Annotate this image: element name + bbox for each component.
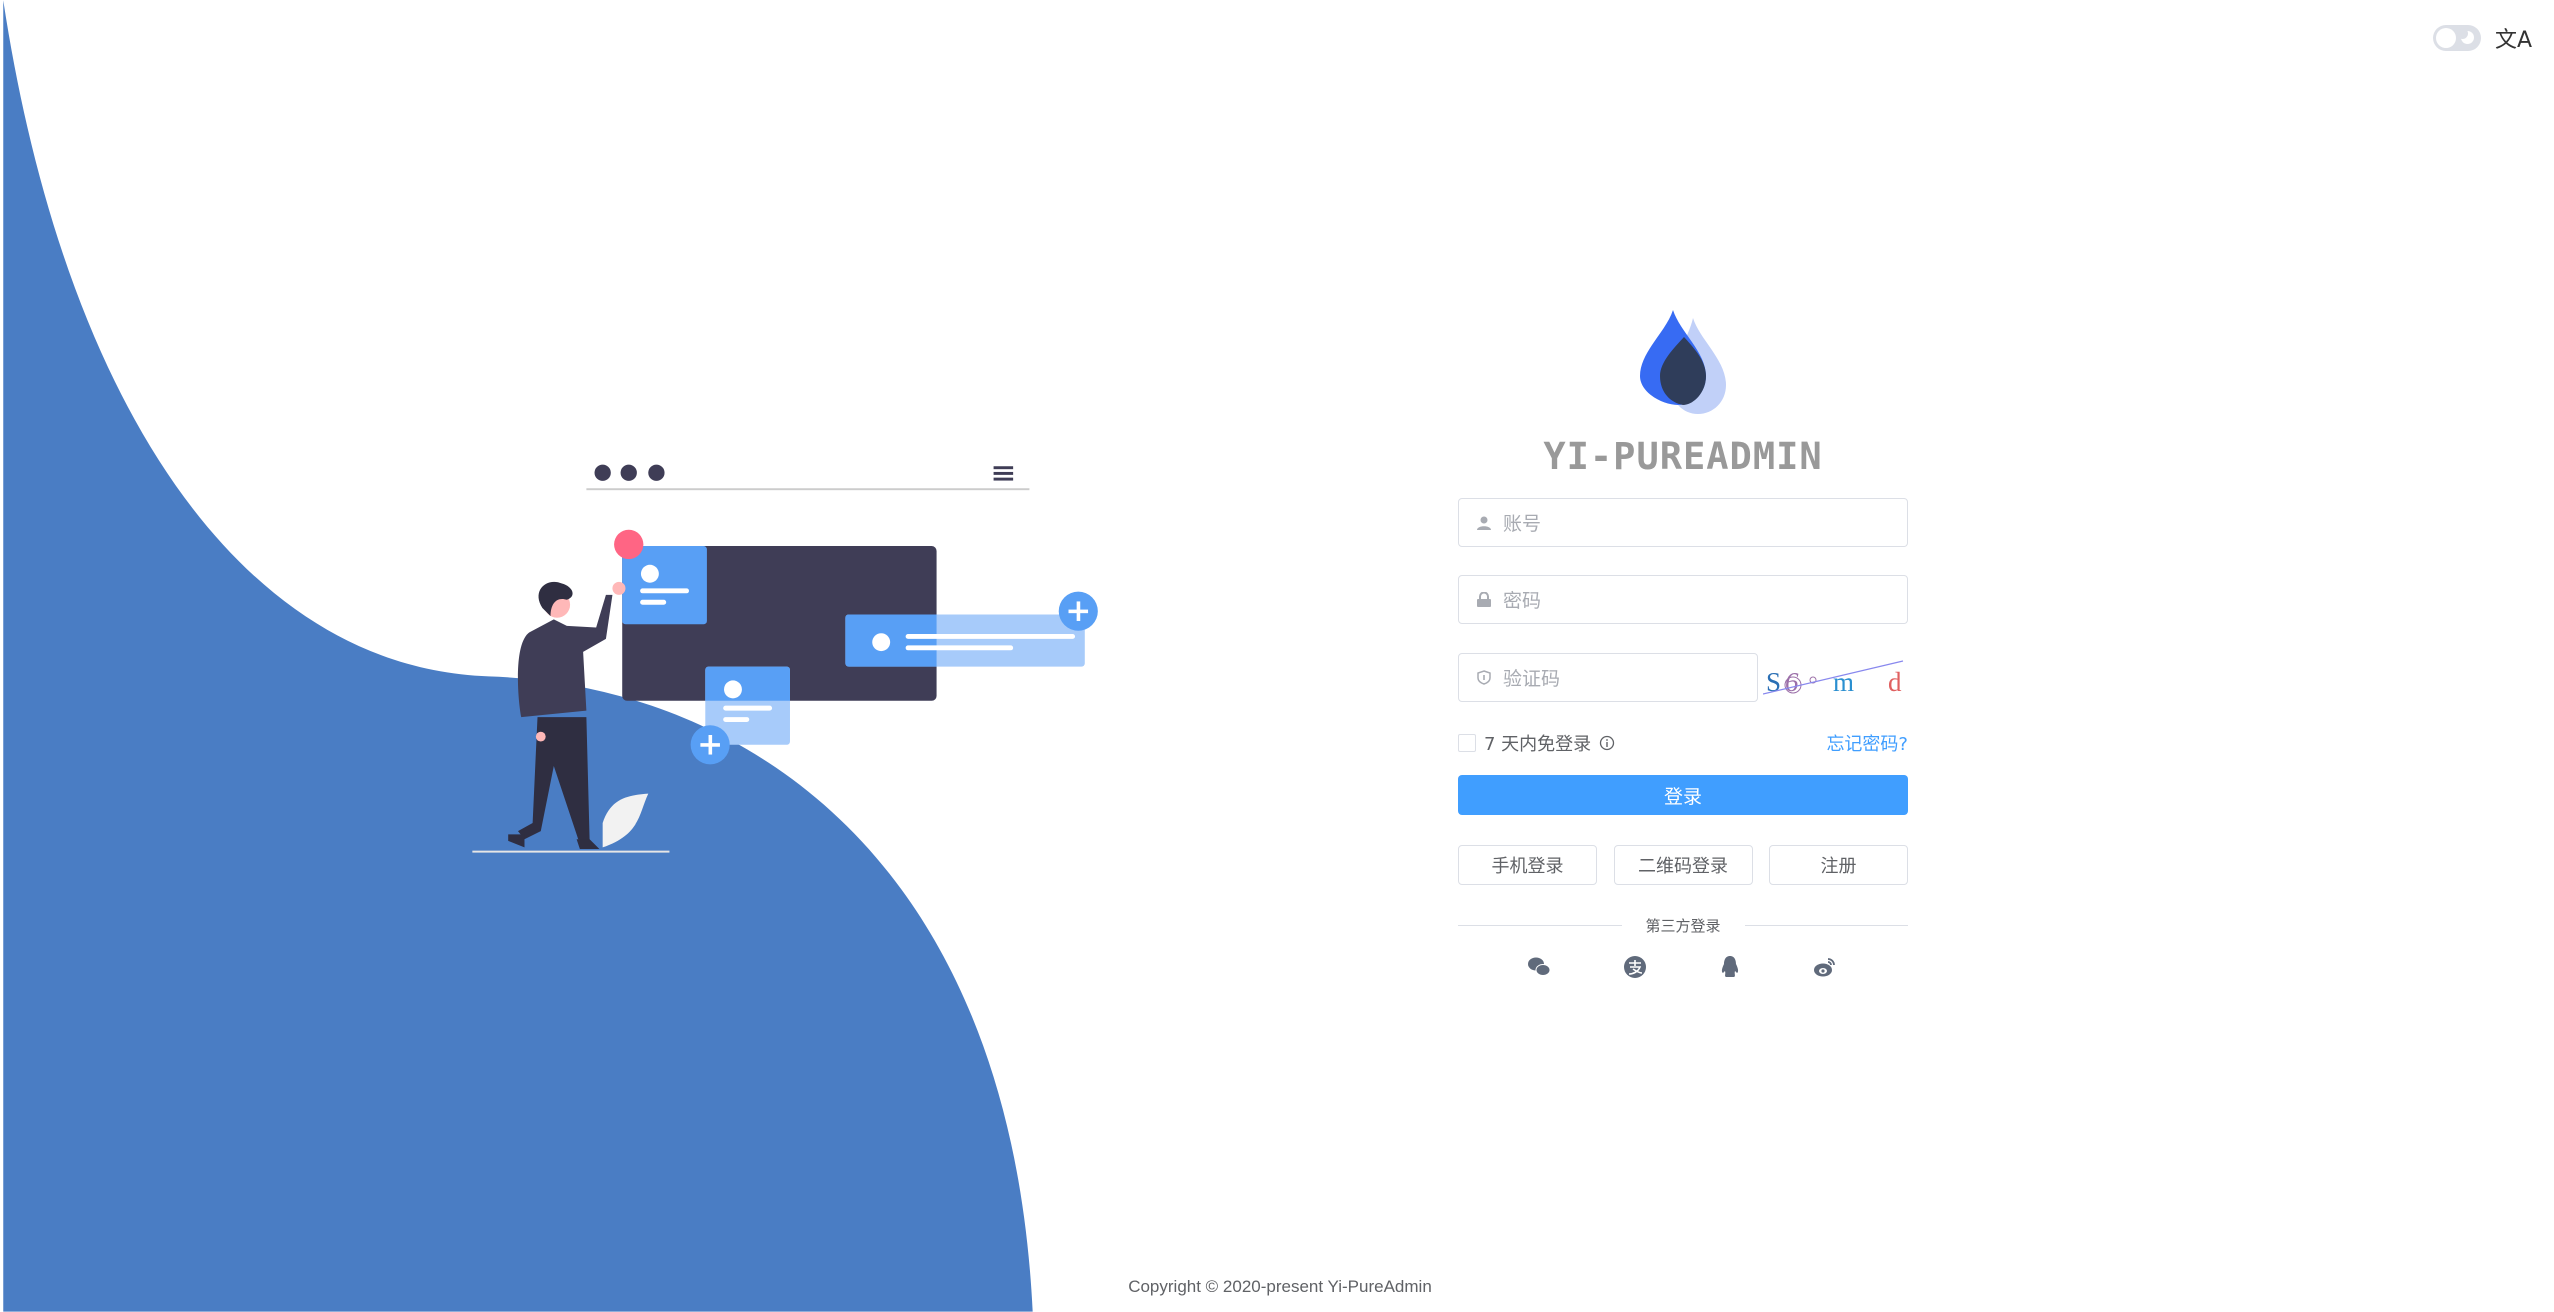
svg-text:d: d xyxy=(1888,667,1902,697)
remember-checkbox[interactable]: 7 天内免登录 xyxy=(1458,730,1615,756)
weibo-icon[interactable] xyxy=(1813,955,1837,979)
third-party-label: 第三方登录 xyxy=(1645,917,1721,935)
username-placeholder: 账号 xyxy=(1503,513,1542,535)
logo-icon xyxy=(1640,310,1726,414)
svg-text:S: S xyxy=(1766,667,1781,697)
remember-label: 7 天内免登录 xyxy=(1484,734,1592,755)
browser-window-illustration xyxy=(586,464,1098,765)
footer: Copyright © 2020-present Yi-PureAdmin xyxy=(1120,1277,1440,1297)
options-row: 7 天内免登录 忘记密码? xyxy=(1458,730,1908,756)
top-toolbar: 文A xyxy=(2432,22,2532,54)
shield-icon xyxy=(1477,670,1491,685)
app-title: YI-PUREADMIN xyxy=(1543,435,1823,478)
svg-text:m: m xyxy=(1833,667,1854,697)
captcha-placeholder: 验证码 xyxy=(1503,668,1561,690)
svg-text:6: 6 xyxy=(1785,667,1799,697)
copyright-text: Copyright © 2020-present Yi-PureAdmin xyxy=(1128,1277,1432,1296)
lock-icon xyxy=(1477,592,1491,607)
password-placeholder: 密码 xyxy=(1503,590,1542,612)
captcha-input[interactable]: 验证码 xyxy=(1458,653,1758,702)
toggle-knob xyxy=(2435,28,2456,48)
moon-icon xyxy=(2456,28,2474,44)
alipay-icon[interactable] xyxy=(1623,955,1647,979)
password-input[interactable]: 密码 xyxy=(1458,575,1908,624)
translate-icon[interactable]: 文A xyxy=(2494,28,2532,53)
checkbox-box[interactable] xyxy=(1458,734,1476,752)
wechat-icon[interactable] xyxy=(1527,955,1551,979)
phone-login-button[interactable]: 手机登录 xyxy=(1458,845,1597,885)
qq-icon[interactable] xyxy=(1718,955,1742,979)
register-button[interactable]: 注册 xyxy=(1769,845,1908,885)
forgot-password-link[interactable]: 忘记密码? xyxy=(1826,734,1908,755)
info-icon[interactable] xyxy=(1599,735,1615,751)
captcha-image[interactable]: S 6 m d xyxy=(1763,653,1908,702)
login-button[interactable]: 登录 xyxy=(1458,775,1908,815)
background-wave xyxy=(3,0,1033,1312)
third-party-divider: 第三方登录 xyxy=(1458,915,1909,936)
qrcode-login-button[interactable]: 二维码登录 xyxy=(1613,845,1753,885)
alt-login-buttons: 手机登录 二维码登录 注册 xyxy=(1458,845,1908,885)
login-form: YI-PUREADMIN 账号 密码 验证码 S 6 m d 7 天内免登录 忘… xyxy=(1458,310,1909,978)
username-input[interactable]: 账号 xyxy=(1458,498,1908,547)
dark-mode-toggle[interactable] xyxy=(2432,25,2481,51)
user-icon xyxy=(1477,516,1491,530)
person-illustration xyxy=(472,581,670,853)
